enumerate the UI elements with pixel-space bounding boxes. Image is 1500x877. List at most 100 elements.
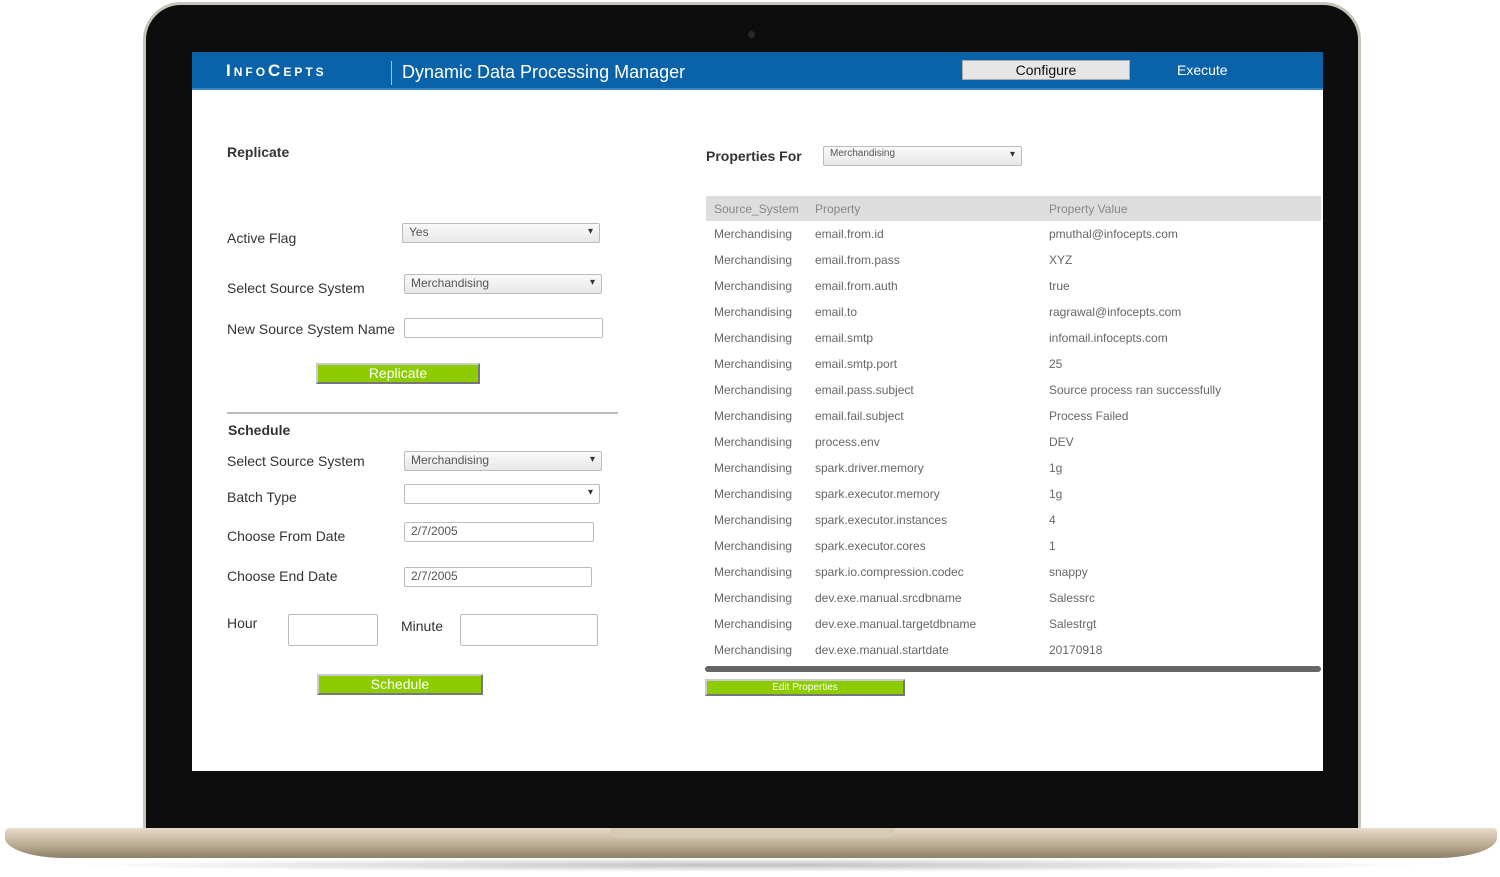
property-value-cell: 20170918: [1049, 643, 1103, 657]
property-cell: spark.io.compression.codec: [815, 565, 964, 579]
property-value-cell: 1g: [1049, 461, 1063, 475]
source-system-cell: Merchandising: [714, 565, 793, 579]
property-cell: spark.executor.cores: [815, 539, 926, 553]
schedule-button[interactable]: Schedule: [317, 674, 483, 695]
table-row[interactable]: Merchandising email.smtp.port 25: [706, 351, 1321, 377]
active-flag-select[interactable]: Yes: [402, 223, 600, 243]
source-system-select[interactable]: Merchandising: [404, 274, 602, 294]
source-system-cell: Merchandising: [714, 279, 793, 293]
property-cell: spark.driver.memory: [815, 461, 924, 475]
hour-label: Hour: [227, 615, 258, 631]
table-row[interactable]: Merchandising email.from.auth true: [706, 273, 1321, 299]
schedule-heading: Schedule: [228, 422, 291, 438]
property-value-cell: Source process ran successfully: [1049, 383, 1222, 397]
source-system-cell: Merchandising: [714, 461, 793, 475]
table-header: Source_System Property Property Value: [706, 196, 1321, 221]
table-row[interactable]: Merchandising email.fail.subject Process F…: [706, 403, 1321, 429]
property-value-cell: Salessrc: [1049, 591, 1096, 605]
property-cell: spark.executor.memory: [815, 487, 940, 501]
table-row[interactable]: Merchandising email.to ragrawal@infocepts.…: [706, 299, 1321, 325]
table-row[interactable]: Merchandising spark.driver.memory 1g: [706, 455, 1321, 481]
property-value-cell: XYZ: [1049, 253, 1073, 267]
execute-button[interactable]: Execute: [1177, 62, 1228, 78]
source-system-cell: Merchandising: [714, 331, 793, 345]
app-screen: InfoCepts Dynamic Data Processing Manage…: [192, 52, 1323, 771]
property-cell: process.env: [815, 435, 880, 449]
replicate-heading: Replicate: [227, 144, 290, 160]
header-bar: InfoCepts Dynamic Data Processing Manage…: [192, 52, 1323, 90]
camera: [748, 31, 755, 38]
schedule-source-label: Select Source System: [227, 453, 365, 469]
table-row[interactable]: Merchandising email.smtp infomail.infocept…: [706, 325, 1321, 351]
property-cell: email.from.auth: [815, 279, 898, 293]
properties-for-label: Properties For: [706, 148, 802, 164]
table-row[interactable]: Merchandising process.env DEV: [706, 429, 1321, 455]
source-system-cell: Merchandising: [714, 643, 793, 657]
source-system-cell: Merchandising: [714, 227, 793, 241]
logo: InfoCepts: [226, 61, 327, 80]
table-row[interactable]: Merchandising spark.executor.memory 1g: [706, 481, 1321, 507]
source-system-cell: Merchandising: [714, 591, 793, 605]
source-system-cell: Merchandising: [714, 513, 793, 527]
end-date-input[interactable]: 2/7/2005: [404, 567, 592, 587]
from-date-input[interactable]: 2/7/2005: [404, 522, 594, 542]
property-cell: dev.exe.manual.targetdbname: [815, 617, 977, 631]
laptop-notch: [610, 828, 895, 838]
column-header: Property Value: [1041, 196, 1321, 221]
property-value-cell: 1g: [1049, 487, 1063, 501]
horizontal-scrollbar[interactable]: [705, 666, 1321, 672]
new-source-name-label: New Source System Name: [227, 321, 396, 337]
property-value-cell: 1: [1049, 539, 1056, 553]
minute-input[interactable]: [460, 614, 598, 646]
property-value-cell: ragrawal@infocepts.com: [1049, 305, 1182, 319]
source-system-cell: Merchandising: [714, 253, 793, 267]
edit-properties-button[interactable]: Edit Properties: [705, 679, 905, 696]
properties-for-select[interactable]: Merchandising: [823, 146, 1022, 166]
property-cell: email.pass.subject: [815, 383, 914, 397]
table-row[interactable]: Merchandising dev.exe.manual.targetdbname…: [706, 611, 1321, 637]
table-row[interactable]: Merchandising spark.executor.cores 1: [706, 533, 1321, 559]
schedule-source-select[interactable]: Merchandising: [404, 451, 602, 471]
table-row[interactable]: Merchandising email.from.id pmuthal@infoce…: [706, 221, 1321, 247]
column-header: Source_System: [706, 196, 807, 221]
configure-button[interactable]: Configure: [962, 60, 1130, 80]
batch-type-label: Batch Type: [227, 489, 297, 505]
property-value-cell: true: [1049, 279, 1070, 293]
new-source-name-input[interactable]: [404, 318, 603, 338]
minute-label: Minute: [401, 618, 444, 634]
hour-input[interactable]: [288, 614, 378, 646]
replicate-button[interactable]: Replicate: [316, 363, 480, 384]
column-header: Property: [807, 196, 1041, 221]
source-system-cell: Merchandising: [714, 409, 793, 423]
table-row[interactable]: Merchandising dev.exe.manual.srcdbname Sal…: [706, 585, 1321, 611]
source-system-cell: Merchandising: [714, 539, 793, 553]
property-cell: dev.exe.manual.srcdbname: [815, 591, 962, 605]
property-value-cell: 25: [1049, 357, 1063, 371]
property-cell: dev.exe.manual.startdate: [815, 643, 949, 657]
source-system-cell: Merchandising: [714, 305, 793, 319]
property-value-cell: DEV: [1049, 435, 1074, 449]
from-date-label: Choose From Date: [227, 528, 346, 544]
property-value-cell: infomail.infocepts.com: [1049, 331, 1168, 345]
batch-type-select[interactable]: [404, 484, 600, 504]
property-value-cell: pmuthal@infocepts.com: [1049, 227, 1178, 241]
source-system-cell: Merchandising: [714, 383, 793, 397]
end-date-label: Choose End Date: [227, 568, 338, 584]
table-row[interactable]: Merchandising email.from.pass XYZ: [706, 247, 1321, 273]
property-cell: spark.executor.instances: [815, 513, 948, 527]
source-system-cell: Merchandising: [714, 617, 793, 631]
table-row[interactable]: Merchandising spark.executor.instances 4: [706, 507, 1321, 533]
table-row[interactable]: Merchandising dev.exe.manual.startdate 201…: [706, 637, 1321, 663]
source-system-cell: Merchandising: [714, 357, 793, 371]
property-cell: email.to: [815, 305, 858, 319]
property-value-cell: snappy: [1049, 565, 1088, 579]
source-system-label: Select Source System: [227, 280, 365, 296]
table-row[interactable]: Merchandising spark.io.compression.codec s…: [706, 559, 1321, 585]
divider: [391, 61, 392, 85]
app-title: Dynamic Data Processing Manager: [402, 62, 686, 82]
properties-table: Source_System Property Property Value Me…: [706, 196, 1321, 663]
table-row[interactable]: Merchandising email.pass.subject Source pr…: [706, 377, 1321, 403]
property-value-cell: Salestrgt: [1049, 617, 1097, 631]
property-cell: email.smtp.port: [815, 357, 898, 371]
property-cell: email.fail.subject: [815, 409, 904, 423]
